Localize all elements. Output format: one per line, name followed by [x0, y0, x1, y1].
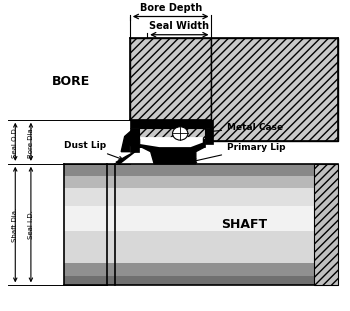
Polygon shape — [121, 130, 139, 152]
Circle shape — [173, 127, 188, 140]
Text: Dust Lip: Dust Lip — [64, 141, 122, 160]
Bar — [211, 38, 338, 141]
Text: Primary Lip: Primary Lip — [193, 143, 286, 162]
Bar — [130, 120, 213, 128]
Bar — [64, 231, 338, 263]
Bar — [64, 206, 338, 231]
Text: Shaft Dia.: Shaft Dia. — [12, 207, 18, 242]
Text: SHAFT: SHAFT — [222, 218, 267, 231]
Bar — [64, 176, 338, 188]
Bar — [64, 276, 338, 285]
Bar — [139, 128, 204, 139]
Bar — [64, 164, 338, 176]
Polygon shape — [116, 152, 135, 164]
Text: BORE: BORE — [52, 75, 90, 88]
Bar — [314, 164, 338, 285]
Bar — [130, 128, 139, 152]
Bar — [139, 139, 204, 147]
Text: Bore Dia.: Bore Dia. — [28, 126, 34, 158]
Bar — [64, 263, 338, 276]
Text: Seal I.D.: Seal I.D. — [28, 210, 34, 239]
Polygon shape — [139, 146, 204, 164]
Polygon shape — [140, 137, 203, 147]
Text: Bore Depth: Bore Depth — [140, 3, 202, 13]
Text: Seal Width: Seal Width — [149, 21, 209, 31]
Text: Seal O.D.: Seal O.D. — [12, 126, 18, 158]
Bar — [204, 128, 213, 144]
Bar — [130, 38, 211, 120]
Bar — [64, 188, 338, 206]
Text: Metal Case: Metal Case — [209, 123, 283, 133]
